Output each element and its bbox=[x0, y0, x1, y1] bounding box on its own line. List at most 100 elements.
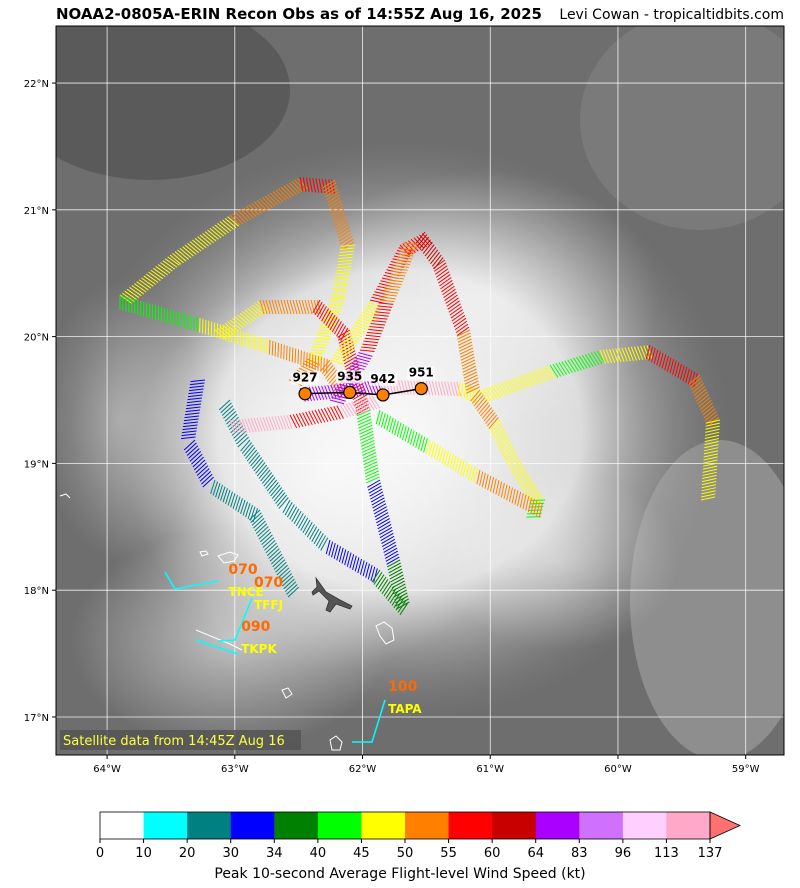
wind-barb bbox=[666, 357, 672, 372]
wind-barb bbox=[390, 577, 405, 586]
wind-barb bbox=[329, 359, 345, 365]
colorbar-tick-label: 10 bbox=[135, 846, 152, 861]
wind-barb bbox=[377, 576, 387, 590]
wind-barb bbox=[327, 197, 341, 207]
wind-barb bbox=[394, 420, 399, 436]
wind-barb bbox=[446, 297, 459, 307]
wind-barb bbox=[323, 358, 325, 373]
wind-barb bbox=[364, 307, 380, 313]
colorbar-tick-label: 34 bbox=[266, 846, 283, 861]
wind-barb bbox=[476, 469, 481, 485]
wind-barb bbox=[428, 249, 439, 262]
colorbar-segment bbox=[666, 812, 711, 839]
wind-barb bbox=[423, 438, 428, 453]
wind-barb bbox=[390, 273, 406, 277]
wind-barb bbox=[367, 565, 373, 580]
wind-barb bbox=[412, 431, 418, 447]
wind-barb bbox=[511, 462, 523, 474]
wind-barb bbox=[315, 533, 324, 547]
wind-barb bbox=[189, 241, 202, 252]
wind-barb bbox=[478, 402, 489, 414]
wind-barb bbox=[308, 353, 311, 368]
wind-barb bbox=[239, 312, 252, 324]
wind-barb bbox=[436, 446, 442, 461]
wind-barb bbox=[182, 424, 198, 428]
wind-barb bbox=[494, 384, 504, 397]
station-speed: 100 bbox=[388, 679, 417, 695]
wind-barb bbox=[491, 385, 501, 398]
wind-barb bbox=[250, 454, 261, 467]
wind-barb bbox=[596, 350, 606, 364]
wind-barb bbox=[309, 526, 318, 540]
wind-barb bbox=[535, 501, 541, 517]
wind-barb bbox=[354, 557, 360, 572]
wind-barb bbox=[331, 293, 347, 296]
lat-tick-label: 20°N bbox=[24, 333, 49, 344]
wind-barb bbox=[506, 453, 518, 465]
wind-barb bbox=[298, 412, 307, 427]
wind-barb bbox=[364, 337, 380, 341]
wind-barb bbox=[703, 447, 719, 452]
wind-barb bbox=[265, 416, 272, 431]
wind-barb bbox=[702, 405, 715, 416]
wind-barb bbox=[703, 408, 716, 419]
wind-barb bbox=[458, 338, 472, 346]
wind-barb bbox=[198, 468, 210, 479]
wind-barb bbox=[259, 198, 271, 210]
wind-barb bbox=[366, 476, 380, 484]
wind-barb bbox=[354, 322, 370, 328]
wind-barb bbox=[473, 394, 484, 407]
wind-barb bbox=[337, 329, 351, 338]
wind-barb bbox=[459, 347, 474, 355]
wind-barb bbox=[454, 320, 468, 331]
wind-barb bbox=[299, 176, 304, 192]
wind-barb bbox=[321, 308, 330, 322]
wind-barb bbox=[461, 359, 476, 367]
wind-barb bbox=[393, 268, 408, 271]
wind-barb bbox=[327, 306, 342, 309]
wind-barb bbox=[433, 262, 447, 272]
wind-barb bbox=[543, 366, 554, 380]
wind-barb bbox=[370, 491, 384, 500]
wind-barb bbox=[310, 349, 326, 352]
wind-barb bbox=[452, 315, 466, 325]
wind-barb bbox=[286, 299, 292, 315]
wind-barb bbox=[479, 389, 489, 403]
wind-barb bbox=[349, 329, 365, 335]
wind-barb bbox=[145, 273, 159, 283]
wind-barb bbox=[277, 342, 280, 358]
wind-barb bbox=[282, 499, 291, 513]
wind-barb bbox=[278, 497, 289, 509]
colorbar-segment bbox=[492, 812, 537, 839]
wind-barb bbox=[454, 457, 460, 472]
wind-barb bbox=[319, 326, 335, 329]
wind-barb bbox=[329, 301, 344, 304]
wind-barb bbox=[495, 480, 500, 495]
wind-barb bbox=[337, 229, 351, 239]
aircraft-icon bbox=[311, 576, 353, 613]
wind-barb bbox=[368, 485, 382, 494]
wind-barb bbox=[261, 472, 273, 484]
wind-barb bbox=[305, 411, 313, 426]
wind-barb bbox=[182, 427, 198, 431]
wind-barb bbox=[465, 380, 479, 388]
wind-barb bbox=[702, 477, 717, 483]
wind-barb bbox=[229, 419, 236, 434]
wind-barb bbox=[324, 179, 329, 194]
wind-barb bbox=[278, 188, 290, 200]
wind-barb bbox=[442, 285, 455, 296]
wind-barb bbox=[327, 407, 335, 421]
wind-barb bbox=[273, 489, 284, 502]
wind-barb bbox=[463, 368, 477, 376]
wind-barb bbox=[540, 367, 551, 381]
wind-barb bbox=[374, 314, 389, 317]
wind-barb bbox=[459, 344, 473, 352]
wind-barb bbox=[212, 226, 224, 237]
wind-barb bbox=[391, 593, 401, 606]
wind-barb bbox=[324, 185, 338, 195]
colorbar-segment bbox=[622, 812, 667, 839]
wind-barb bbox=[384, 550, 399, 559]
wind-barb bbox=[431, 254, 442, 267]
wind-barb bbox=[259, 417, 266, 432]
wind-barb bbox=[514, 377, 524, 390]
